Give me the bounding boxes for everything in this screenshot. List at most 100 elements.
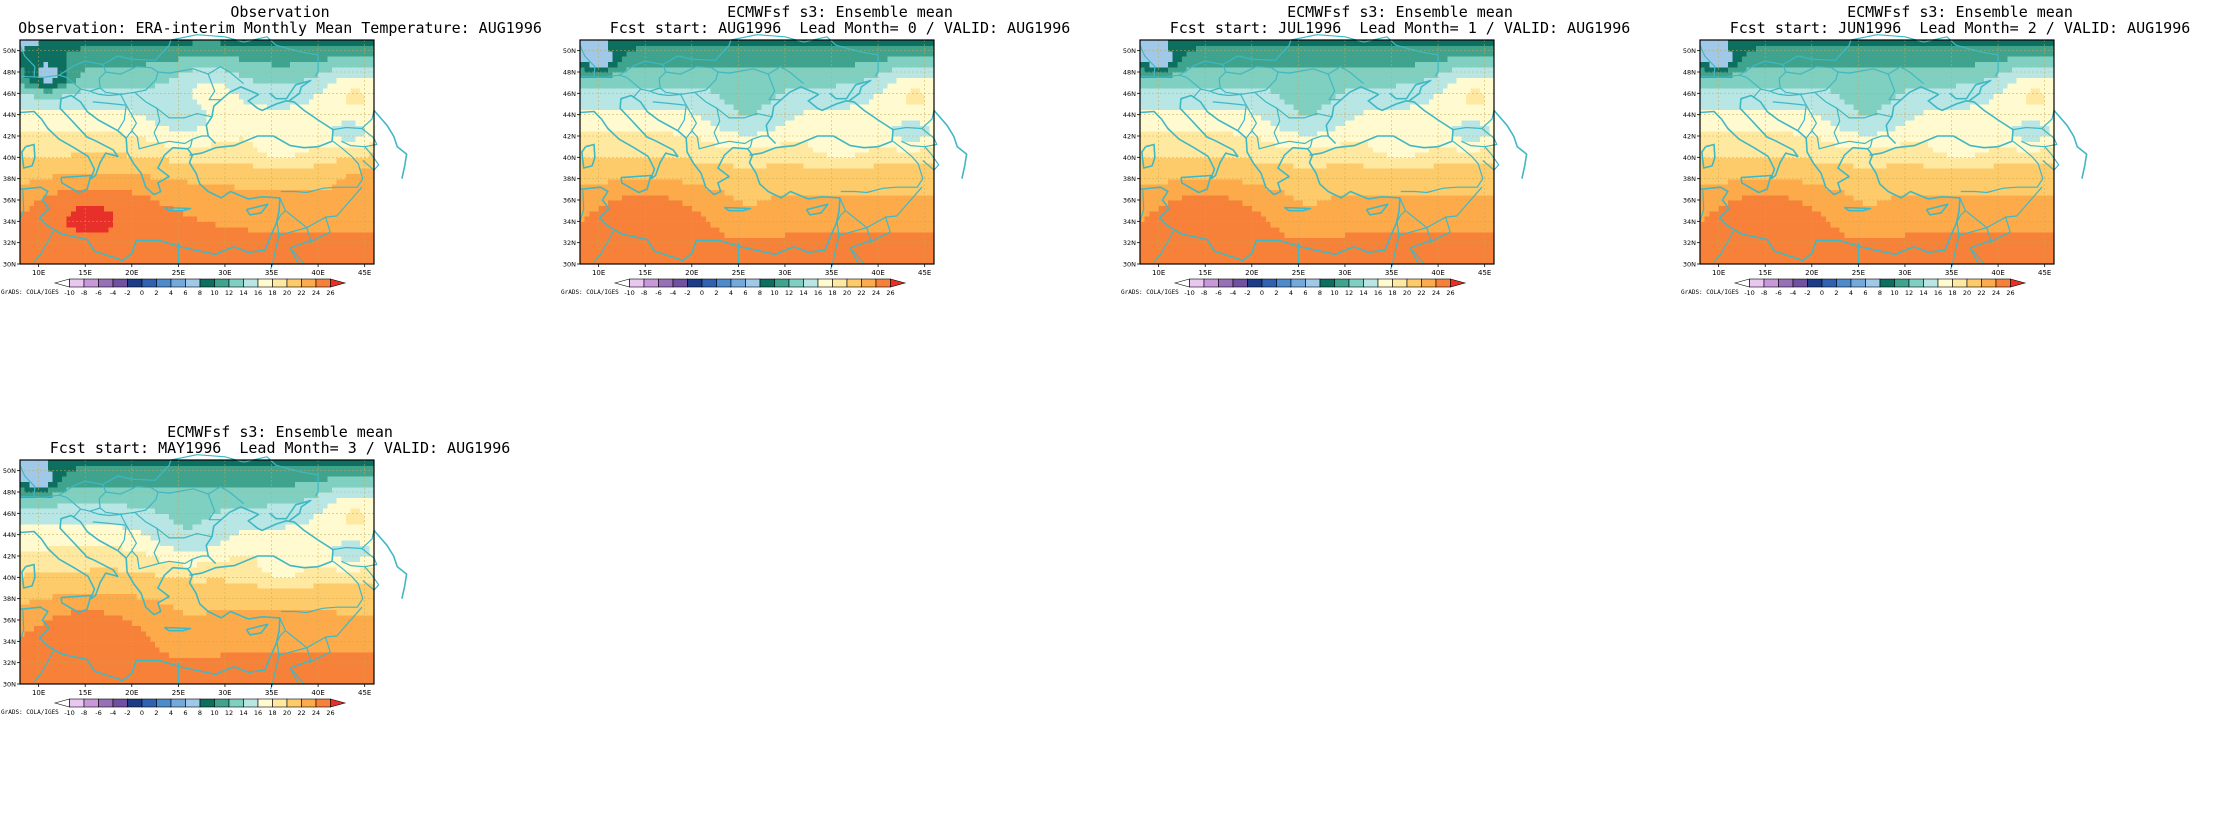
colorbar-label: 8 [758,289,762,297]
lon-tick-label: 15E [79,269,92,277]
colorbar [613,278,907,288]
colorbar-label: -8 [81,289,87,297]
lat-tick-label: 40N [1123,154,1136,162]
lon-tick-label: 40E [311,689,324,697]
lat-tick-label: 38N [1123,175,1136,183]
lat-tick-label: 50N [1683,47,1696,55]
lon-tick-label: 30E [1898,269,1911,277]
temperature-shading [1140,40,1495,265]
colorbar [53,698,347,708]
colorbar-label: 0 [1260,289,1264,297]
coastlines [1139,79,1528,262]
coastlines [19,499,408,682]
lon-tick-label: 40E [1991,269,2004,277]
colorbar-label: 16 [254,709,262,717]
grads-credit: GrADS: COLA/IGES [1121,289,1179,296]
lat-tick-label: 44N [3,111,16,119]
colorbar-label: -8 [1201,289,1207,297]
lat-tick-label: 36N [3,617,16,625]
lat-tick-label: 38N [3,595,16,603]
colorbar-label: 20 [283,709,291,717]
colorbar-label: -10 [624,289,635,297]
colorbar-label: 2 [154,289,158,297]
lon-tick-label: 10E [32,689,45,697]
lon-tick-label: 40E [1431,269,1444,277]
borders [19,34,380,270]
colorbar-label: 26 [2006,289,2014,297]
lon-tick-label: 15E [639,269,652,277]
colorbar-label: 14 [1919,289,1927,297]
colorbar-label: -6 [1215,289,1221,297]
lat-tick-label: 34N [1683,218,1696,226]
colorbar-label: 10 [210,709,218,717]
lat-tick-label: 50N [3,467,16,475]
colorbar-label: 2 [154,709,158,717]
colorbar-label: 2 [1834,289,1838,297]
lon-tick-label: 30E [1338,269,1351,277]
lon-tick-label: 10E [592,269,605,277]
axis-ticks [577,50,926,267]
colorbar-label: -2 [1244,289,1250,297]
lat-tick-label: 38N [563,175,576,183]
lat-tick-label: 32N [3,659,16,667]
lat-tick-label: 36N [3,197,16,205]
colorbar-label: -2 [1804,289,1810,297]
colorbar-label: -8 [641,289,647,297]
axis-ticks [17,50,366,267]
colorbar-label: 16 [814,289,822,297]
lon-tick-label: 45E [358,269,371,277]
lon-tick-label: 25E [1852,269,1865,277]
colorbar-label: 24 [312,709,320,717]
lat-tick-label: 30N [1123,261,1136,269]
lat-tick-label: 50N [3,47,16,55]
grads-credit: GrADS: COLA/IGES [1681,289,1739,296]
lon-tick-label: 25E [172,689,185,697]
colorbar-label: -4 [110,709,116,717]
lat-tick-label: 38N [3,175,16,183]
panel-subtitle: Observation: ERA-interim Monthly Mean Te… [18,19,542,37]
colorbar-label: -10 [64,289,75,297]
colorbar-label: 6 [743,289,747,297]
colorbar-label: -6 [95,709,101,717]
colorbar-label: 18 [828,289,836,297]
panel-title: ECMWFsf s3: Ensemble mean [1847,3,2073,21]
lat-tick-label: 42N [563,133,576,141]
graticule [20,460,374,684]
colorbar-label: 2 [1274,289,1278,297]
colorbar-label: -6 [95,289,101,297]
lat-tick-label: 46N [3,90,16,98]
colorbar-label: 14 [239,709,247,717]
temperature-shading [20,40,375,265]
colorbar-label: 0 [140,289,144,297]
colorbar-label: 10 [1330,289,1338,297]
colorbar-label: 0 [1820,289,1824,297]
colorbar-label: 18 [268,709,276,717]
lon-tick-label: 15E [1199,269,1212,277]
lat-tick-label: 42N [1683,133,1696,141]
lat-tick-label: 32N [1683,239,1696,247]
lat-tick-label: 46N [3,510,16,518]
lon-tick-label: 20E [1805,269,1818,277]
colorbar [1733,278,2027,288]
colorbar-label: 6 [183,709,187,717]
colorbar-label: 26 [326,289,334,297]
colorbar-label: 8 [1878,289,1882,297]
colorbar-label: 16 [1934,289,1942,297]
lon-tick-label: 30E [218,269,231,277]
lon-tick-label: 10E [32,269,45,277]
lon-tick-label: 30E [218,689,231,697]
colorbar-label: -8 [1761,289,1767,297]
colorbar-label: 6 [183,289,187,297]
colorbar-label: 16 [254,289,262,297]
map-panel-1: Observation Observation: ERA-interim Mont… [0,0,560,420]
lon-tick-label: 35E [825,269,838,277]
panel-subtitle: Fcst start: AUG1996 Lead Month= 0 / VALI… [609,19,1071,37]
panel-title: ECMWFsf s3: Ensemble mean [727,3,953,21]
lon-tick-label: 20E [125,689,138,697]
borders [1139,34,1500,270]
map-frame [19,459,375,685]
lon-tick-label: 15E [1759,269,1772,277]
colorbar-label: 12 [785,289,793,297]
lat-tick-label: 36N [563,197,576,205]
lon-tick-label: 20E [125,269,138,277]
